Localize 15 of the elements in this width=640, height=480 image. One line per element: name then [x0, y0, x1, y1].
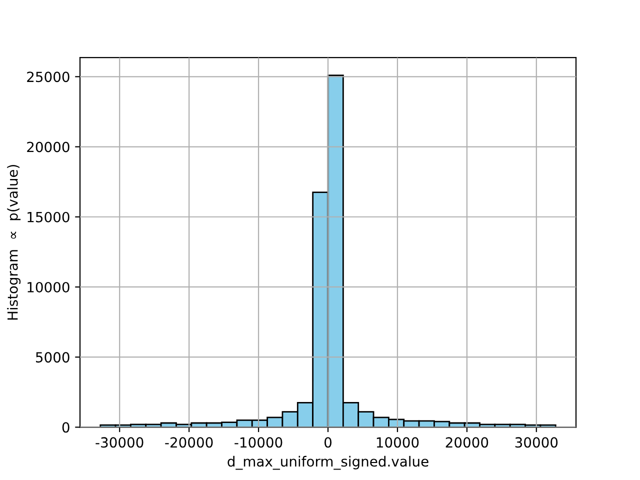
y-axis-title: Histogram ∝ p(value): [7, 164, 21, 320]
x-tick-label: -20000: [165, 437, 213, 448]
y-tick-label: 20000: [27, 142, 70, 152]
x-tick-label: 0: [324, 437, 332, 448]
y-tick-label: 0: [62, 422, 70, 433]
x-tick-label: 20000: [446, 437, 488, 448]
x-axis-title: d_max_uniform_signed.value: [228, 456, 428, 470]
x-tick-label: -30000: [96, 437, 144, 448]
y-tick-label: 10000: [28, 282, 70, 292]
y-tick-label: 25000: [27, 72, 70, 82]
y-tick-label: 5000: [36, 352, 70, 363]
x-tick-label: 30000: [515, 437, 558, 448]
x-tick-label: 10000: [376, 437, 419, 448]
y-tick-label: 15000: [28, 212, 70, 222]
x-tick-label: -10000: [234, 437, 282, 448]
